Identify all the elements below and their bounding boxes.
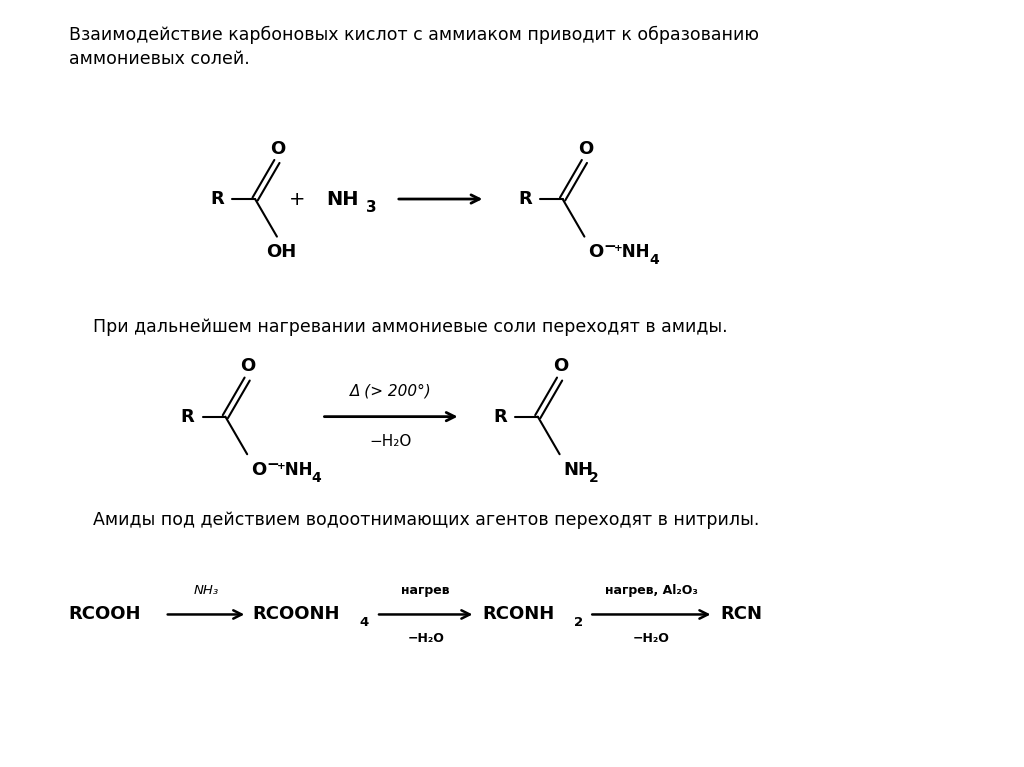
Text: При дальнейшем нагревании аммониевые соли переходят в амиды.: При дальнейшем нагревании аммониевые сол… [93,318,728,336]
Text: NH: NH [327,189,359,209]
Text: R: R [211,190,224,208]
Text: +: + [289,189,305,209]
Text: −: − [266,456,279,472]
Text: O: O [251,461,266,479]
Text: R: R [518,190,531,208]
Text: Взаимодействие карбоновых кислот с аммиаком приводит к образованию
аммониевых со: Взаимодействие карбоновых кислот с аммиа… [69,26,759,67]
Text: 4: 4 [311,471,322,485]
Text: RCN: RCN [720,605,762,624]
Text: нагрев: нагрев [401,584,450,597]
Text: Амиды под действием водоотнимающих агентов переходят в нитрилы.: Амиды под действием водоотнимающих агент… [93,511,760,528]
Text: O: O [270,140,286,157]
Text: O: O [241,357,256,375]
Text: −H₂O: −H₂O [633,632,670,645]
Text: 4: 4 [359,616,369,629]
Text: −: − [603,239,616,254]
Text: −H₂O: −H₂O [408,632,444,645]
Text: 2: 2 [590,471,599,485]
Text: OH: OH [266,243,296,262]
Text: O: O [578,140,593,157]
Text: RCOONH: RCOONH [252,605,340,624]
Text: NH₃: NH₃ [194,584,219,597]
Text: RCOOH: RCOOH [69,605,141,624]
Text: ⁺NH: ⁺NH [276,461,313,479]
Text: 4: 4 [649,253,658,268]
Text: O: O [553,357,568,375]
Text: O: O [589,243,603,262]
Text: Δ (> 200°): Δ (> 200°) [350,384,432,399]
Text: 2: 2 [574,616,584,629]
Text: RCONH: RCONH [482,605,554,624]
Text: 3: 3 [367,200,377,216]
Text: R: R [494,407,507,426]
Text: −H₂O: −H₂O [370,434,413,449]
Text: NH: NH [563,461,594,479]
Text: R: R [181,407,195,426]
Text: нагрев, Al₂O₃: нагрев, Al₂O₃ [605,584,697,597]
Text: ⁺NH: ⁺NH [614,243,650,262]
